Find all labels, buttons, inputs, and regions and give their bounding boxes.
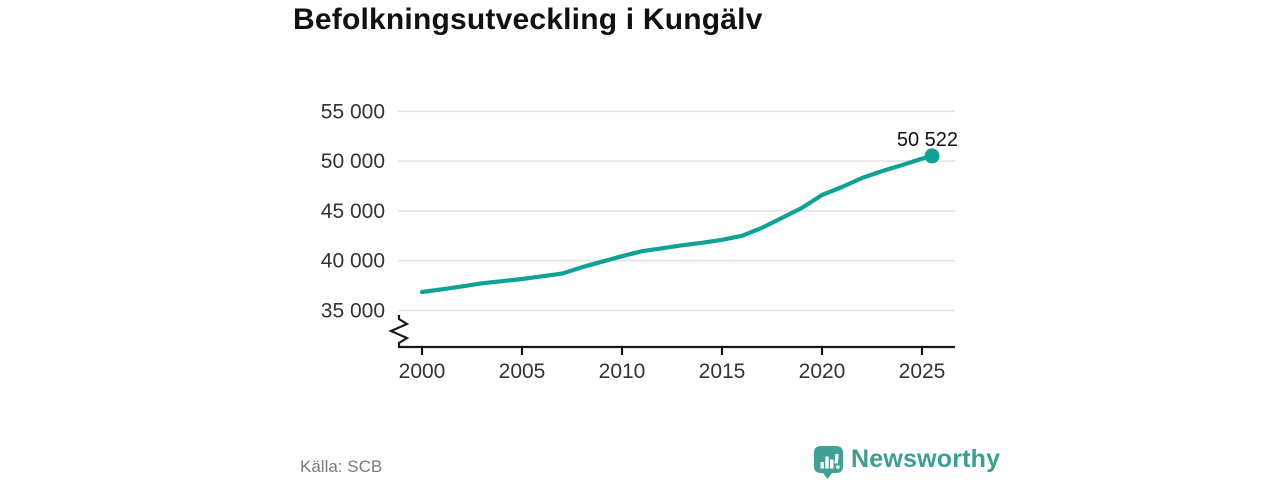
bar-chart-bubble-icon [814,446,843,479]
x-axis-tick-label: 2020 [799,360,846,383]
end-point-marker [924,148,940,164]
end-value-label: 50 522 [897,129,958,151]
source-label: Källa: SCB [300,457,383,476]
x-axis-tick-label: 2005 [499,360,546,383]
x-axis-tick-label: 2025 [899,360,946,383]
y-axis-tick-label: 45 000 [321,200,385,223]
y-axis-tick-label: 40 000 [321,250,385,273]
x-axis-tick-label: 2000 [399,360,446,383]
brand-wordmark: Newsworthy [851,445,1001,473]
newsworthy-logo: Newsworthy [810,443,1000,480]
page-title: Befolkningsutveckling i Kungälv [293,3,763,36]
y-axis-tick-label: 55 000 [321,100,385,123]
y-axis-break [388,315,410,347]
y-axis-tick-label: 50 000 [321,150,385,173]
population-line [419,153,935,295]
x-axis-tick-label: 2010 [599,360,646,383]
y-axis-tick-label: 35 000 [321,300,385,323]
x-axis-tick-label: 2015 [699,360,746,383]
